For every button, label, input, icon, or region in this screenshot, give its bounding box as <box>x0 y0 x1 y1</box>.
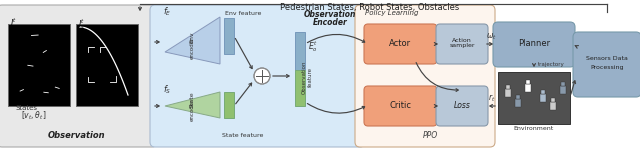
Text: $I_p^t$: $I_p^t$ <box>10 17 17 33</box>
Text: Observation
feature: Observation feature <box>301 60 312 94</box>
Text: Env feature: Env feature <box>225 11 261 16</box>
FancyBboxPatch shape <box>364 86 437 126</box>
Text: Processing: Processing <box>590 65 624 70</box>
FancyBboxPatch shape <box>493 22 575 67</box>
Bar <box>295 32 305 70</box>
Text: State feature: State feature <box>222 133 264 138</box>
Polygon shape <box>165 17 220 64</box>
FancyBboxPatch shape <box>573 32 640 97</box>
Text: Planner: Planner <box>518 38 550 47</box>
Bar <box>561 82 565 86</box>
Text: $r_t$: $r_t$ <box>488 93 495 105</box>
Bar <box>516 95 520 99</box>
Text: Policy Learning: Policy Learning <box>365 10 419 16</box>
Bar <box>525 84 531 92</box>
Bar <box>506 85 510 89</box>
Bar <box>515 99 521 107</box>
Bar <box>551 98 555 102</box>
Bar <box>540 94 546 102</box>
Text: Actor: Actor <box>389 38 411 47</box>
FancyBboxPatch shape <box>0 5 157 147</box>
FancyBboxPatch shape <box>436 24 488 64</box>
Text: Observation: Observation <box>304 10 356 19</box>
Text: $\omega_t$: $\omega_t$ <box>486 32 497 43</box>
FancyBboxPatch shape <box>436 86 488 126</box>
FancyBboxPatch shape <box>355 5 495 147</box>
Circle shape <box>254 68 270 84</box>
Text: States: States <box>15 105 37 111</box>
Text: Environment: Environment <box>514 126 554 131</box>
Bar <box>295 70 305 106</box>
Text: Loss: Loss <box>454 100 470 109</box>
Bar <box>505 89 511 97</box>
Text: encoder: encoder <box>189 37 195 59</box>
Text: $[v_t, \theta_t\,]$: $[v_t, \theta_t\,]$ <box>21 110 47 123</box>
Text: Action
sampler: Action sampler <box>449 38 475 48</box>
Text: PPO: PPO <box>422 131 438 140</box>
Text: Pedestrian States, Robot States, Obstacles: Pedestrian States, Robot States, Obstacl… <box>280 3 460 12</box>
Text: $E_o^t$: $E_o^t$ <box>308 40 318 55</box>
Bar <box>224 92 234 118</box>
Text: $f_S$: $f_S$ <box>163 83 172 95</box>
Bar <box>8 24 70 106</box>
Bar <box>560 86 566 94</box>
Bar <box>541 90 545 94</box>
Text: State: State <box>189 92 195 108</box>
Bar <box>526 80 530 84</box>
Text: encoder: encoder <box>189 99 195 121</box>
Bar <box>550 102 556 110</box>
Bar <box>224 18 234 54</box>
Text: Sensors Data: Sensors Data <box>586 56 628 61</box>
Bar <box>498 72 570 124</box>
FancyBboxPatch shape <box>150 5 365 147</box>
FancyBboxPatch shape <box>364 24 437 64</box>
Text: Critic: Critic <box>389 100 411 109</box>
Text: $I_s^t$: $I_s^t$ <box>78 17 85 32</box>
Text: Env: Env <box>189 31 195 43</box>
Text: trajectory: trajectory <box>538 62 564 67</box>
Text: $f_E$: $f_E$ <box>163 6 172 19</box>
Text: Encoder: Encoder <box>312 18 348 27</box>
Bar <box>76 24 138 106</box>
Polygon shape <box>165 92 220 118</box>
Text: Observation: Observation <box>48 131 106 140</box>
